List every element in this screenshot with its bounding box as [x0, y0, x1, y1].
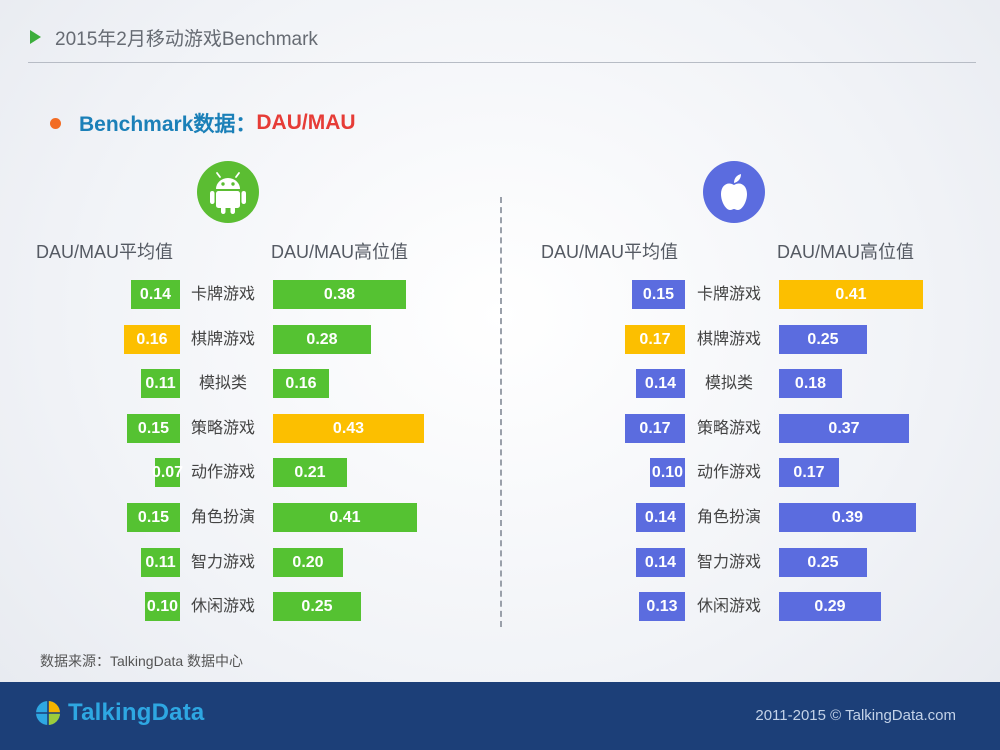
- platform-divider: [500, 197, 502, 627]
- source-note: 数据来源：TalkingData 数据中心: [40, 653, 244, 669]
- ios-avg-bar: 0.14: [636, 369, 685, 398]
- ios-avg-bar: 0.13: [639, 592, 685, 621]
- subheading-metric: DAU/MAU: [256, 111, 356, 134]
- ios-avg-bar: 0.14: [636, 503, 685, 532]
- ios-category-label: 智力游戏: [696, 554, 761, 571]
- ios-avg-header: DAU/MAU平均值: [541, 242, 679, 262]
- android-avg-bar: 0.11: [141, 369, 180, 398]
- ios-avg-bar: 0.14: [636, 548, 685, 577]
- android-avg-bar: 0.16: [124, 325, 180, 354]
- android-category-label: 智力游戏: [190, 554, 255, 571]
- android-avg-bar: 0.11: [141, 548, 180, 577]
- ios-category-label: 策略游戏: [696, 420, 761, 437]
- ios-high-bar: 0.41: [779, 280, 923, 309]
- ios-category-label: 动作游戏: [696, 464, 761, 481]
- android-high-bar: 0.20: [273, 548, 343, 577]
- ios-category-label: 卡牌游戏: [696, 286, 761, 303]
- ios-high-bar: 0.25: [779, 325, 867, 354]
- android-avg-bar: 0.10: [145, 592, 180, 621]
- ios-high-bar: 0.29: [779, 592, 881, 621]
- ios-high-bar: 0.37: [779, 414, 909, 443]
- ios-high-bar: 0.39: [779, 503, 916, 532]
- android-high-header: DAU/MAU高位值: [271, 242, 409, 262]
- android-high-bar: 0.43: [273, 414, 424, 443]
- page-title: 2015年2月移动游戏Benchmark: [55, 28, 318, 50]
- android-category-label: 休闲游戏: [190, 598, 255, 615]
- android-avg-bar: 0.14: [131, 280, 180, 309]
- ios-avg-bar: 0.17: [625, 414, 685, 443]
- android-category-label: 模拟类: [198, 375, 247, 392]
- android-high-bar: 0.21: [273, 458, 347, 487]
- ios-high-bar: 0.25: [779, 548, 867, 577]
- apple-icon: [703, 161, 765, 223]
- ios-avg-bar: 0.15: [632, 280, 685, 309]
- logo-mark-icon: [36, 701, 60, 725]
- subheading: Benchmark数据： DAU/MAU: [50, 108, 356, 138]
- ios-category-label: 棋牌游戏: [696, 331, 761, 348]
- android-category-label: 卡牌游戏: [190, 286, 255, 303]
- talkingdata-logo[interactable]: TalkingData: [34, 699, 204, 727]
- ios-category-label: 角色扮演: [696, 509, 761, 526]
- android-avg-bar: 0.15: [127, 414, 180, 443]
- ios-avg-bar: 0.17: [625, 325, 685, 354]
- android-high-bar: 0.16: [273, 369, 329, 398]
- ios-avg-bar: 0.10: [650, 458, 685, 487]
- ios-high-bar: 0.18: [779, 369, 842, 398]
- ios-category-label: 休闲游戏: [696, 598, 761, 615]
- bullet-dot-icon: [50, 117, 61, 129]
- subheading-prefix: Benchmark数据：: [79, 113, 257, 136]
- ios-high-header: DAU/MAU高位值: [777, 242, 915, 262]
- android-category-label: 角色扮演: [190, 509, 255, 526]
- android-avg-header: DAU/MAU平均值: [36, 242, 174, 262]
- android-category-label: 策略游戏: [190, 420, 255, 437]
- android-avg-bar: 0.15: [127, 503, 180, 532]
- copyright: 2011-2015 © TalkingData.com: [755, 707, 956, 724]
- play-arrow-icon: [30, 30, 41, 44]
- android-category-label: 棋牌游戏: [190, 331, 255, 348]
- footer: TalkingData 2011-2015 © TalkingData.com: [0, 682, 1000, 750]
- android-high-bar: 0.25: [273, 592, 361, 621]
- ios-category-label: 模拟类: [704, 375, 753, 392]
- android-category-label: 动作游戏: [190, 464, 255, 481]
- ios-high-bar: 0.17: [779, 458, 839, 487]
- title-divider: [28, 62, 976, 63]
- android-high-bar: 0.38: [273, 280, 406, 309]
- android-high-bar: 0.28: [273, 325, 371, 354]
- android-icon: [197, 161, 259, 223]
- logo-text: TalkingData: [68, 699, 205, 726]
- slide-title: 2015年2月移动游戏Benchmark: [30, 24, 318, 50]
- android-avg-bar: 0.07: [152, 458, 183, 487]
- android-high-bar: 0.41: [273, 503, 417, 532]
